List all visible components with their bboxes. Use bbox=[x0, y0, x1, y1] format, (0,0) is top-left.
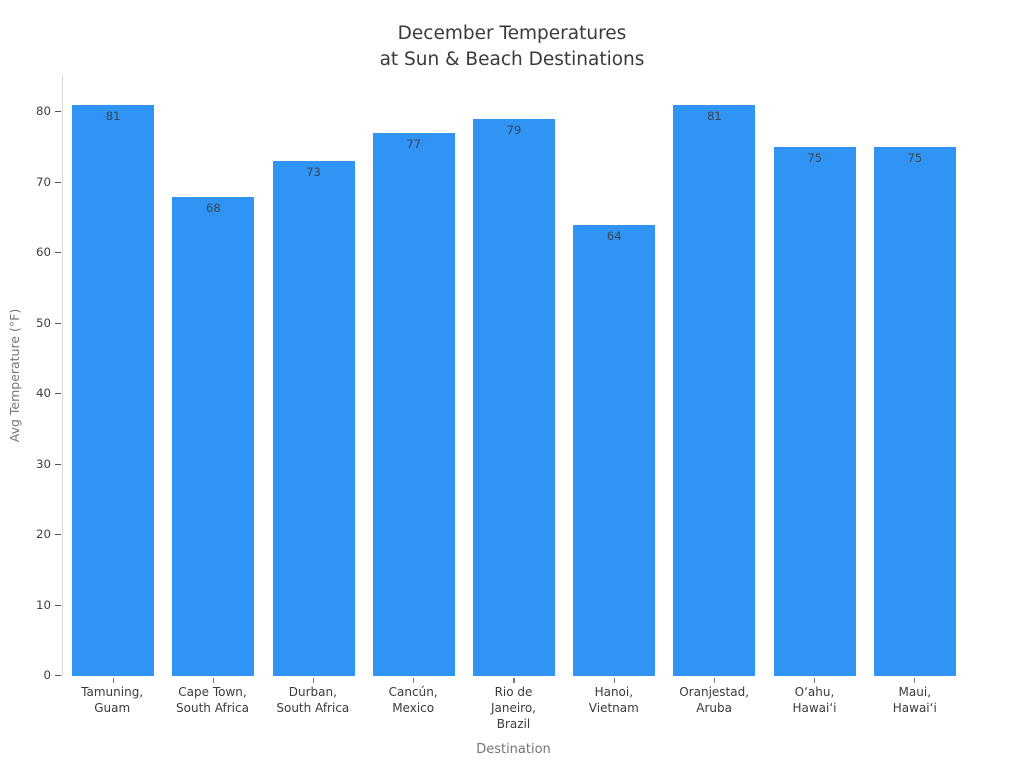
bar: 75 bbox=[873, 147, 956, 676]
y-tick-mark bbox=[55, 534, 61, 536]
bar: 73 bbox=[272, 161, 355, 676]
y-tick-label: 20 bbox=[35, 527, 51, 542]
y-tick-label: 80 bbox=[35, 104, 51, 119]
bar-value-label: 81 bbox=[105, 108, 121, 123]
y-tick-label: 30 bbox=[35, 456, 51, 471]
bar-slot: 64 bbox=[564, 75, 664, 683]
x-tick-mark bbox=[814, 678, 816, 683]
bar-slot: 77 bbox=[364, 75, 464, 683]
bar-slot: 73 bbox=[263, 75, 363, 683]
x-tick-mark bbox=[513, 678, 515, 683]
bar: 81 bbox=[72, 104, 155, 676]
x-tick-mark bbox=[112, 678, 114, 683]
bar-value-label: 75 bbox=[807, 151, 822, 166]
bar-value-label: 81 bbox=[707, 108, 722, 123]
x-tick-mark bbox=[413, 678, 415, 683]
y-tick-mark bbox=[55, 675, 61, 677]
x-axis-title: Destination bbox=[476, 742, 551, 757]
x-tick-label: Cancún, Mexico bbox=[388, 685, 438, 715]
bar-slot: 68 bbox=[163, 75, 263, 683]
bar: 79 bbox=[472, 119, 555, 676]
y-tick-mark bbox=[55, 181, 61, 183]
bar-slot: 81 bbox=[664, 75, 764, 683]
x-tick-mark bbox=[713, 678, 715, 683]
y-tick-mark bbox=[55, 252, 61, 254]
chart-title: December Temperatures at Sun & Beach Des… bbox=[379, 23, 645, 70]
bar: 75 bbox=[773, 147, 856, 676]
x-tick-label: Cape Town, South Africa bbox=[176, 685, 249, 715]
bar-value-label: 73 bbox=[306, 165, 321, 180]
bar-slot: 75 bbox=[765, 75, 865, 683]
y-tick-mark bbox=[55, 463, 61, 465]
y-tick-mark bbox=[55, 111, 61, 113]
bar-value-label: 77 bbox=[406, 137, 422, 152]
x-tick-label: Rio de Janeiro, Brazil bbox=[490, 685, 536, 731]
bar-slot: 81 bbox=[63, 75, 163, 683]
y-tick-label: 40 bbox=[35, 386, 51, 401]
x-tick-label: Hanoi, Vietnam bbox=[588, 685, 639, 715]
plot-area: 0 10 20 30 40 50 60 70 80 81 68 73 77 79 64 81 75 75 bbox=[36, 75, 965, 683]
y-tick-mark bbox=[55, 604, 61, 606]
bar: 77 bbox=[372, 133, 455, 676]
x-tick-label: Oranjestad, Aruba bbox=[679, 685, 750, 715]
bars-row: 81 68 73 77 79 64 81 75 75 bbox=[63, 75, 965, 683]
x-tick-label: Oʻahu, Hawaiʻi bbox=[792, 685, 837, 715]
x-tick-mark bbox=[613, 678, 615, 683]
bar-value-label: 75 bbox=[907, 151, 923, 166]
x-tick-mark bbox=[914, 678, 916, 683]
x-tick-mark bbox=[312, 678, 315, 683]
bar-slot: 75 bbox=[865, 75, 965, 683]
bar: 68 bbox=[172, 196, 255, 676]
x-tick-label: Maui, Hawaiʻi bbox=[892, 685, 937, 715]
y-axis-title: Avg Temperature (°F) bbox=[0, 75, 30, 676]
bar-value-label: 68 bbox=[206, 200, 221, 215]
bar: 64 bbox=[573, 224, 656, 676]
bar-value-label: 64 bbox=[606, 228, 622, 243]
y-tick-label: 60 bbox=[35, 245, 51, 260]
y-tick-label: 70 bbox=[35, 174, 51, 189]
y-tick-mark bbox=[55, 393, 61, 395]
y-tick-label: 10 bbox=[35, 597, 51, 612]
x-tick-mark bbox=[212, 678, 214, 683]
y-tick-label: 50 bbox=[35, 315, 51, 330]
x-axis-labels: Tamuning, Guam Cape Town, South Africa Dur… bbox=[62, 684, 965, 732]
bar: 81 bbox=[673, 104, 756, 676]
bar-value-label: 79 bbox=[506, 123, 522, 138]
y-tick-mark bbox=[55, 322, 61, 324]
y-tick-label: 0 bbox=[43, 668, 51, 682]
x-tick-label: Tamuning, Guam bbox=[81, 685, 144, 715]
x-tick-label: Durban, South Africa bbox=[276, 685, 350, 715]
bar-slot: 79 bbox=[464, 75, 564, 683]
